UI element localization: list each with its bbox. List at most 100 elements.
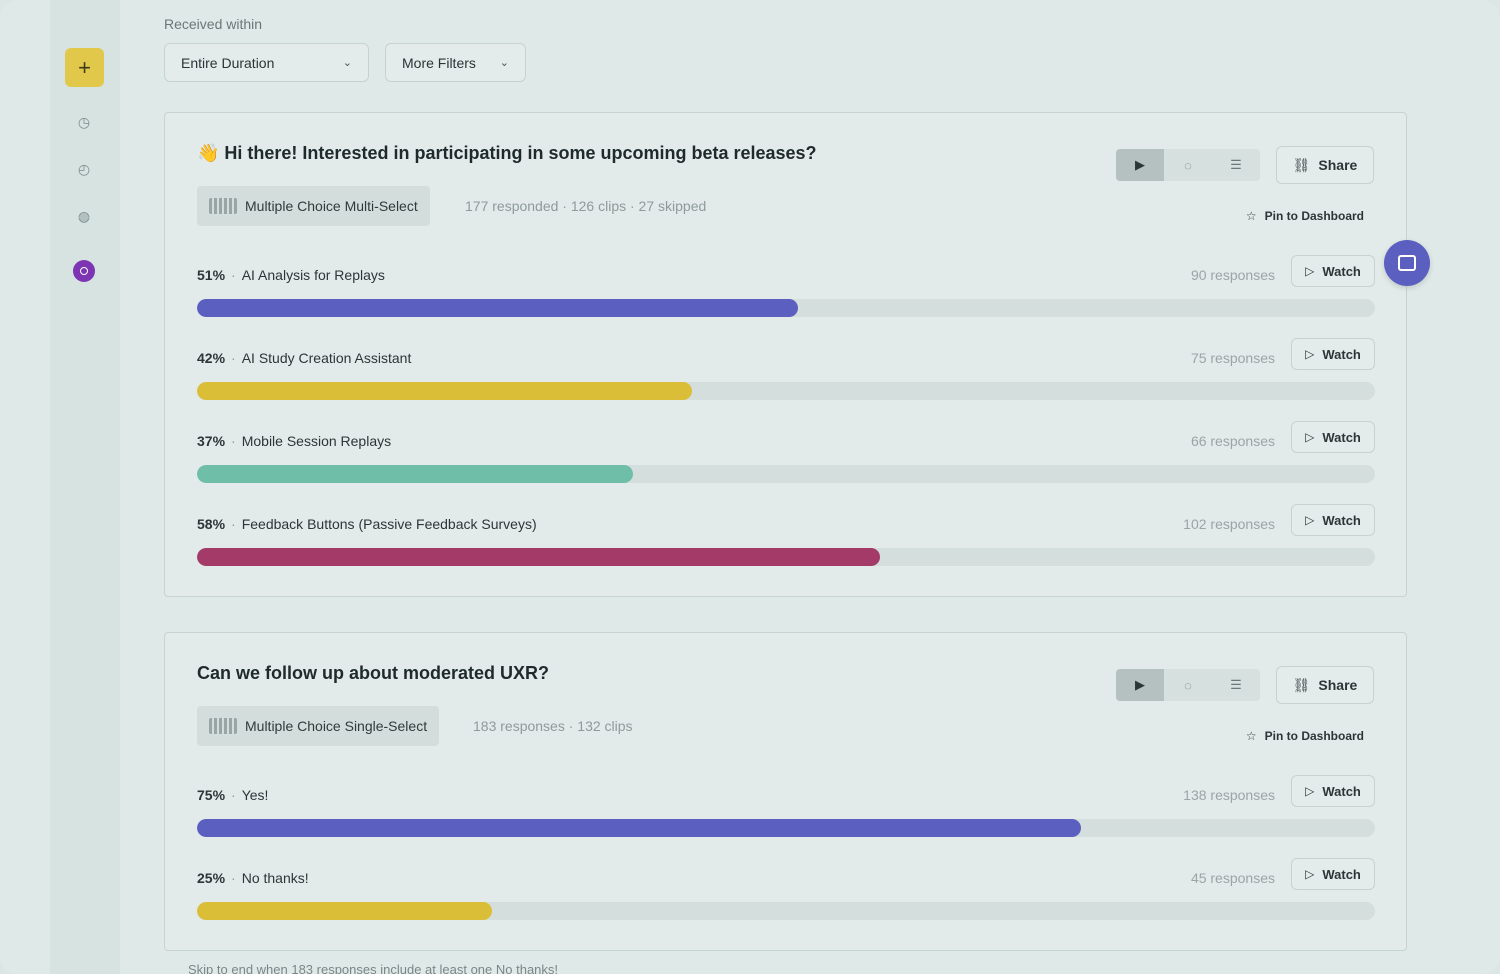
- more-filters-button[interactable]: More Filters ⌄: [385, 43, 526, 82]
- option-label: AI Analysis for Replays: [241, 267, 385, 283]
- option-percent: 75%: [197, 787, 226, 803]
- option-percent: 58%: [197, 516, 226, 532]
- progress-track: [197, 382, 1375, 400]
- share-label: Share: [1318, 157, 1358, 173]
- separator: ·: [231, 787, 236, 803]
- option-row: 51% · AI Analysis for Replays 90 responses ▷…: [197, 255, 1375, 331]
- option-row: 58% · Feedback Buttons (Passive Feedback S…: [197, 504, 1375, 580]
- clock-icon[interactable]: ◷: [77, 113, 91, 130]
- received-within-label: Received within: [164, 16, 263, 32]
- watch-label: Watch: [1322, 866, 1361, 882]
- more-filters-label: More Filters: [402, 54, 476, 71]
- add-button[interactable]: +: [65, 48, 104, 87]
- watch-button[interactable]: ▷ Watch: [1291, 858, 1375, 890]
- view-toggle: ▶ ◌ ☰: [1116, 669, 1260, 701]
- duration-select[interactable]: Entire Duration ⌄: [164, 43, 369, 82]
- bar-view-icon[interactable]: ▶: [1116, 149, 1164, 181]
- history-icon[interactable]: ◴: [77, 160, 91, 177]
- play-icon: ▷: [1305, 867, 1315, 881]
- option-response-count: 75 responses: [1190, 350, 1275, 366]
- play-icon: ▷: [1305, 264, 1315, 278]
- progress-track: [197, 819, 1375, 837]
- footer-note: Skip to end when 183 responses include a…: [188, 962, 559, 974]
- progress-fill: [197, 382, 692, 400]
- option-percent: 25%: [197, 870, 226, 886]
- watch-label: Watch: [1322, 783, 1361, 799]
- pin-icon: ☆: [1245, 729, 1257, 743]
- watch-button[interactable]: ▷ Watch: [1291, 255, 1375, 287]
- separator: ·: [231, 433, 236, 449]
- watch-button[interactable]: ▷ Watch: [1291, 338, 1375, 370]
- watch-label: Watch: [1322, 512, 1361, 528]
- chevron-down-icon: ⌄: [342, 57, 352, 69]
- bar-view-icon[interactable]: ▶: [1116, 669, 1164, 701]
- option-label-group: 42% · AI Study Creation Assistant: [197, 348, 411, 368]
- pin-label: Pin to Dashboard: [1264, 729, 1364, 743]
- option-label-group: 75% · Yes!: [197, 785, 268, 805]
- option-label: No thanks!: [241, 870, 309, 886]
- watch-button[interactable]: ▷ Watch: [1291, 421, 1375, 453]
- play-icon: ▷: [1305, 784, 1315, 798]
- option-label: Feedback Buttons (Passive Feedback Surve…: [241, 516, 537, 532]
- globe-icon[interactable]: ◍: [77, 207, 91, 224]
- question-meta: 183 responses · 132 clips: [473, 718, 633, 734]
- pin-to-dashboard-button[interactable]: ☆ Pin to Dashboard: [1246, 729, 1364, 743]
- chat-support-button[interactable]: [1384, 240, 1430, 286]
- option-response-count: 45 responses: [1190, 870, 1275, 886]
- question-title: Can we follow up about moderated UXR?: [197, 663, 550, 683]
- view-toggle: ▶ ◌ ☰: [1116, 149, 1260, 181]
- option-response-count: 66 responses: [1190, 433, 1275, 449]
- question-type-label: Multiple Choice Multi-Select: [245, 198, 418, 214]
- share-button[interactable]: ⛓ Share: [1276, 146, 1374, 184]
- progress-fill: [197, 548, 881, 566]
- pie-view-icon[interactable]: ◌: [1164, 669, 1212, 701]
- pin-icon: ☆: [1245, 209, 1257, 223]
- option-row: 25% · No thanks! 45 responses ▷ Watch: [197, 858, 1375, 934]
- list-view-icon[interactable]: ☰: [1212, 149, 1260, 181]
- grid-icon: [209, 718, 237, 734]
- question-type-chip: Multiple Choice Single-Select: [197, 706, 440, 746]
- option-percent: 42%: [197, 350, 226, 366]
- play-icon: ▷: [1305, 430, 1315, 444]
- pin-label: Pin to Dashboard: [1264, 209, 1364, 223]
- watch-label: Watch: [1322, 429, 1361, 445]
- question-type-label: Multiple Choice Single-Select: [245, 718, 428, 734]
- option-row: 37% · Mobile Session Replays 66 responses ▷ W…: [197, 421, 1375, 497]
- question-meta: 177 responded · 126 clips · 27 skipped: [465, 198, 707, 214]
- watch-label: Watch: [1322, 346, 1361, 362]
- option-label: Yes!: [241, 787, 269, 803]
- link-icon: ⛓: [1292, 156, 1311, 173]
- pin-to-dashboard-button[interactable]: ☆ Pin to Dashboard: [1246, 209, 1364, 223]
- option-label-group: 37% · Mobile Session Replays: [197, 431, 391, 451]
- play-icon: ▷: [1305, 513, 1315, 527]
- separator: ·: [231, 516, 236, 532]
- progress-track: [197, 299, 1375, 317]
- option-response-count: 102 responses: [1183, 516, 1275, 532]
- watch-button[interactable]: ▷ Watch: [1291, 775, 1375, 807]
- play-icon: ▷: [1305, 347, 1315, 361]
- option-percent: 51%: [197, 267, 226, 283]
- option-label: AI Study Creation Assistant: [241, 350, 412, 366]
- avatar[interactable]: [73, 260, 95, 282]
- option-label-group: 51% · AI Analysis for Replays: [197, 265, 385, 285]
- duration-select-value: Entire Duration: [181, 54, 275, 71]
- pie-view-icon[interactable]: ◌: [1164, 149, 1212, 181]
- grid-icon: [209, 198, 237, 214]
- separator: ·: [231, 350, 236, 366]
- list-view-icon[interactable]: ☰: [1212, 669, 1260, 701]
- sidebar: + ◷ ◴ ◍: [50, 0, 120, 974]
- option-row: 42% · AI Study Creation Assistant 75 respon…: [197, 338, 1375, 414]
- option-label-group: 58% · Feedback Buttons (Passive Feedback S…: [197, 514, 537, 534]
- progress-track: [197, 548, 1375, 566]
- option-row: 75% · Yes! 138 responses ▷ Watch: [197, 775, 1375, 851]
- option-label: Mobile Session Replays: [241, 433, 392, 449]
- share-button[interactable]: ⛓ Share: [1276, 666, 1374, 704]
- watch-button[interactable]: ▷ Watch: [1291, 504, 1375, 536]
- progress-track: [197, 902, 1375, 920]
- progress-fill: [197, 902, 492, 920]
- option-label-group: 25% · No thanks!: [197, 868, 309, 888]
- question-card: 👋 Hi there! Interested in participating …: [164, 112, 1407, 597]
- link-icon: ⛓: [1292, 676, 1311, 693]
- share-label: Share: [1318, 677, 1358, 693]
